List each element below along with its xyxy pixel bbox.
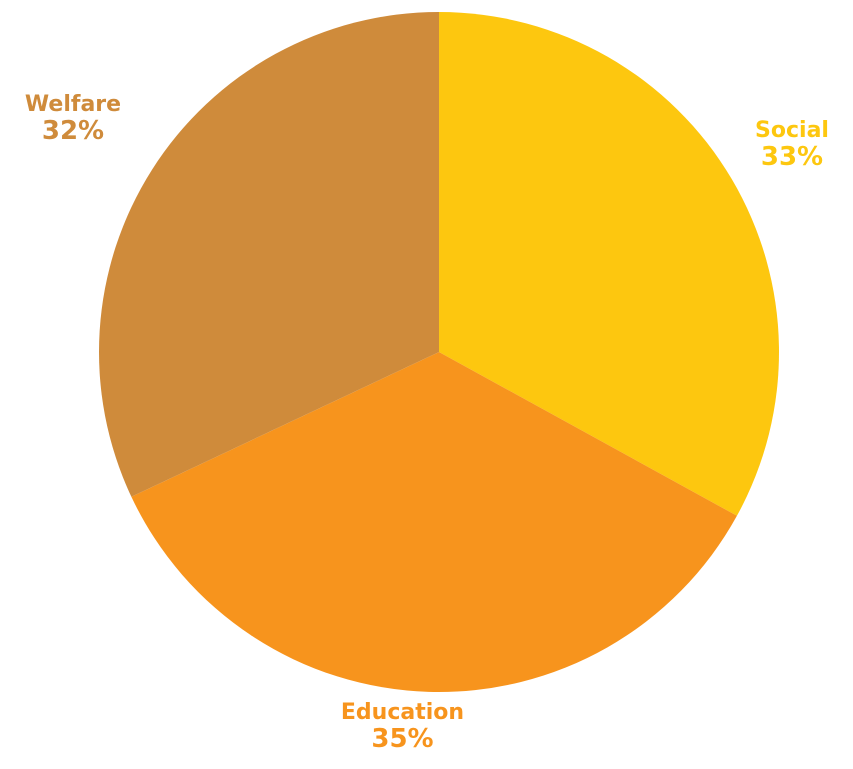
slice-label-social-percent: 33%: [760, 142, 824, 173]
pie-slice-welfare: [99, 12, 439, 497]
slice-label-education-percent: 35%: [371, 724, 434, 755]
slice-label-social: Social 33%: [742, 118, 842, 173]
pie-slice-social: [439, 12, 779, 516]
slice-label-education-name: Education: [340, 700, 465, 725]
slice-label-welfare-percent: 32%: [41, 116, 105, 147]
slice-label-welfare: Welfare 32%: [8, 92, 138, 147]
pie-slice-education: [131, 352, 737, 692]
slice-label-welfare-name: Welfare: [24, 92, 122, 117]
slice-label-social-name: Social: [755, 118, 829, 143]
slice-label-education: Education 35%: [300, 700, 505, 755]
pie-slices: [99, 12, 779, 692]
